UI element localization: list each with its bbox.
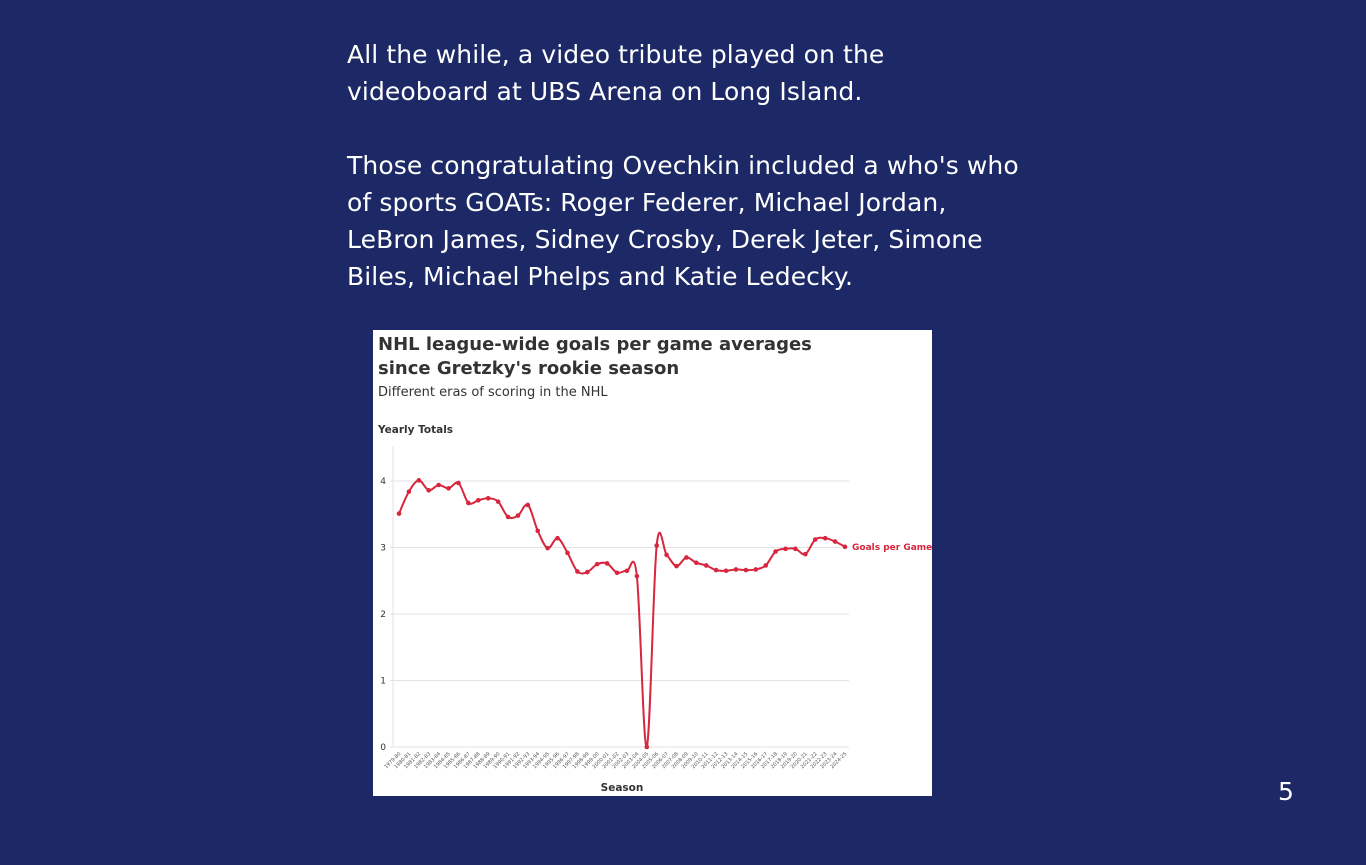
data-point [456, 480, 461, 486]
data-point [604, 561, 610, 566]
data-point [475, 497, 481, 503]
data-point [575, 569, 580, 574]
data-point [515, 513, 521, 518]
data-point [525, 502, 531, 508]
y-tick-label: 2 [380, 610, 386, 620]
data-point [485, 495, 491, 501]
data-point [763, 563, 769, 568]
chart-subtitle: Different eras of scoring in the NHL [378, 385, 608, 400]
data-point [585, 569, 590, 575]
data-point [644, 744, 650, 750]
data-point [545, 545, 550, 551]
data-point [812, 537, 818, 542]
data-point [654, 543, 659, 548]
page-number: 5 [1278, 777, 1294, 806]
y-tick-label: 0 [380, 743, 386, 753]
data-point [505, 514, 511, 520]
data-point [594, 561, 600, 567]
y-tick-label: 3 [380, 544, 386, 554]
data-point [753, 567, 759, 572]
data-point [674, 563, 679, 569]
data-point [713, 567, 719, 573]
data-point [555, 535, 560, 541]
data-point [634, 573, 640, 579]
data-point [723, 568, 729, 574]
data-point [684, 555, 689, 560]
data-point [703, 563, 709, 568]
data-point [426, 488, 432, 493]
y-tick-label: 4 [380, 477, 386, 487]
data-point [694, 560, 699, 566]
data-point [495, 499, 501, 504]
data-point [466, 500, 471, 506]
chart-title: NHL league-wide goals per game averages … [378, 334, 812, 379]
data-point [416, 478, 422, 483]
y-axis-label: Yearly Totals [377, 424, 453, 436]
y-tick-label: 1 [380, 677, 386, 687]
data-point [822, 535, 828, 541]
data-point [614, 570, 620, 576]
data-point [793, 546, 798, 552]
data-point [743, 567, 749, 573]
data-point [773, 549, 778, 554]
chart-card: NHL league-wide goals per game averages … [373, 330, 932, 796]
data-point [783, 546, 788, 552]
line-chart: Yearly Totals012341979-801980-811981-821… [377, 424, 932, 794]
data-point [396, 511, 402, 516]
data-point [803, 551, 808, 557]
data-point [565, 550, 570, 556]
data-point [832, 539, 838, 544]
series-label: Goals per Game [852, 543, 932, 553]
data-point [842, 544, 848, 550]
data-point [446, 486, 451, 491]
data-point [406, 489, 412, 494]
data-point [535, 528, 541, 534]
data-point [624, 568, 630, 574]
data-point [664, 552, 669, 558]
data-point [436, 482, 441, 488]
body-paragraph-1: All the while, a video tribute played on… [347, 40, 885, 106]
body-paragraph-2: Those congratulating Ovechkin included a… [347, 151, 1019, 291]
data-point [733, 567, 739, 572]
x-axis-label: Season [601, 782, 644, 794]
